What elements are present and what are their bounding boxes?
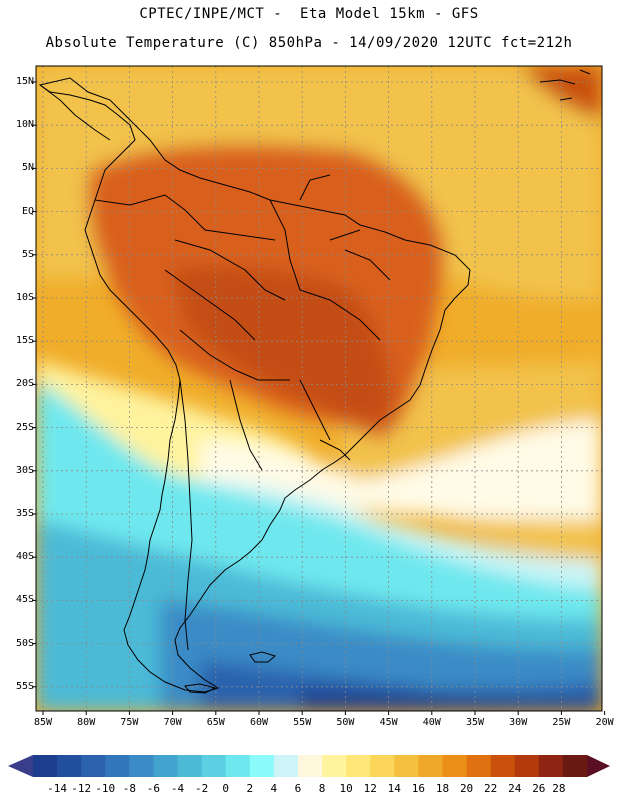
lon-label: 55W — [293, 717, 312, 728]
lat-label: 55S — [15, 680, 34, 692]
colorbar-swatch — [442, 755, 468, 777]
temperature-field — [36, 66, 602, 711]
lon-label: 50W — [336, 717, 355, 728]
colorbar-swatch — [490, 755, 516, 777]
colorbar-label: 18 — [435, 782, 450, 795]
lon-label: 85W — [33, 717, 53, 728]
colorbar-swatch — [177, 755, 203, 777]
colorbar-label: -2 — [194, 782, 209, 795]
colorbar-label: 14 — [387, 782, 401, 795]
coldest-core — [300, 690, 602, 711]
colorbar-swatch — [466, 755, 492, 777]
colorbar-label: 2 — [246, 782, 254, 795]
lat-label: 5N — [21, 162, 34, 174]
south-america-coastline — [38, 77, 471, 693]
lat-label: 10N — [15, 119, 34, 131]
title-line-1: CPTEC/INPE/MCT - Eta Model 15km - GFS — [139, 6, 479, 22]
colorbar-swatch — [322, 755, 347, 777]
lon-label: 75W — [120, 717, 139, 728]
lat-label: 15S — [15, 335, 34, 347]
lat-label: 30S — [15, 464, 34, 476]
colorbar-label: 24 — [508, 782, 522, 795]
falkland-islands — [249, 651, 277, 663]
colorbar-label: 10 — [339, 782, 353, 795]
title-line-2: Absolute Temperature (C) 850hPa - 14/09/… — [45, 35, 573, 51]
colorbar-label: 28 — [552, 782, 566, 795]
colorbar-swatch — [225, 755, 251, 777]
colorbar-label: 12 — [363, 782, 377, 795]
colorbar-label: -8 — [122, 782, 136, 795]
colorbar-swatch — [129, 755, 154, 777]
axis-ticks — [32, 81, 606, 715]
tierra-del-fuego — [184, 683, 217, 694]
colorbar-label: 8 — [318, 782, 326, 795]
colorbar-label: 26 — [532, 782, 546, 795]
lon-label: 70W — [163, 717, 182, 728]
colorbar — [8, 755, 610, 777]
lat-label: 20S — [15, 378, 34, 390]
lon-label: 80W — [77, 717, 96, 728]
lat-label: EQ — [21, 205, 34, 217]
colorbar-label: -6 — [146, 782, 161, 795]
lon-label: 25W — [552, 717, 571, 728]
lat-label: 40S — [15, 551, 34, 563]
colorbar-label: -10 — [95, 782, 116, 795]
coastlines — [38, 69, 591, 694]
lat-label: 15N — [15, 76, 34, 87]
colorbar-label: 0 — [222, 782, 229, 795]
lat-label: 10S — [15, 292, 34, 303]
lon-label: 45W — [379, 717, 398, 728]
colorbar-swatch — [153, 755, 179, 777]
lon-label: 40W — [422, 717, 441, 728]
colorbar-swatch — [394, 755, 419, 777]
lon-label: 60W — [249, 717, 269, 728]
colorbar-swatch — [418, 755, 443, 777]
colorbar-swatch — [346, 755, 371, 777]
colorbar-label: -14 — [47, 782, 68, 795]
country-borders — [94, 174, 391, 651]
lon-label: 30W — [509, 717, 528, 728]
colorbar-swatch — [370, 755, 395, 777]
colorbar-label: 20 — [459, 782, 474, 795]
colorbar-swatch — [105, 755, 130, 777]
colorbar-under-arrow — [8, 755, 33, 777]
lon-label: 65W — [206, 717, 225, 728]
lon-label: 20W — [595, 717, 614, 728]
colorbar-label: 4 — [270, 782, 278, 795]
lat-label: 5S — [21, 248, 34, 260]
colorbar-swatch — [201, 755, 227, 777]
lat-label: 35S — [15, 508, 34, 519]
lon-label: 35W — [465, 717, 485, 728]
colorbar-label: -12 — [71, 782, 92, 795]
colorbar-swatch — [273, 755, 299, 777]
map-frame — [35, 65, 603, 712]
colorbar-swatch — [562, 755, 588, 777]
central-brazil-max-zone — [170, 266, 393, 423]
colorbar-over-arrow — [587, 755, 610, 777]
colorbar-label: 22 — [484, 782, 498, 795]
lat-label: 50S — [15, 637, 34, 649]
lat-label: 45S — [15, 594, 34, 606]
colorbar-swatch — [297, 755, 323, 777]
colorbar-label: 6 — [294, 782, 302, 795]
colorbar-swatch — [249, 755, 275, 777]
colorbar-label: 16 — [411, 782, 426, 795]
colorbar-swatch — [33, 755, 58, 777]
colorbar-label: -4 — [170, 782, 185, 795]
colorbar-swatch — [538, 755, 564, 777]
colorbar-swatch — [514, 755, 540, 777]
colorbar-swatch — [57, 755, 82, 777]
lat-label: 25S — [15, 421, 34, 433]
caribbean-islands — [539, 69, 591, 101]
colorbar-swatch — [81, 755, 106, 777]
central-america-coast — [39, 84, 111, 141]
lat-lon-grid — [36, 66, 602, 711]
